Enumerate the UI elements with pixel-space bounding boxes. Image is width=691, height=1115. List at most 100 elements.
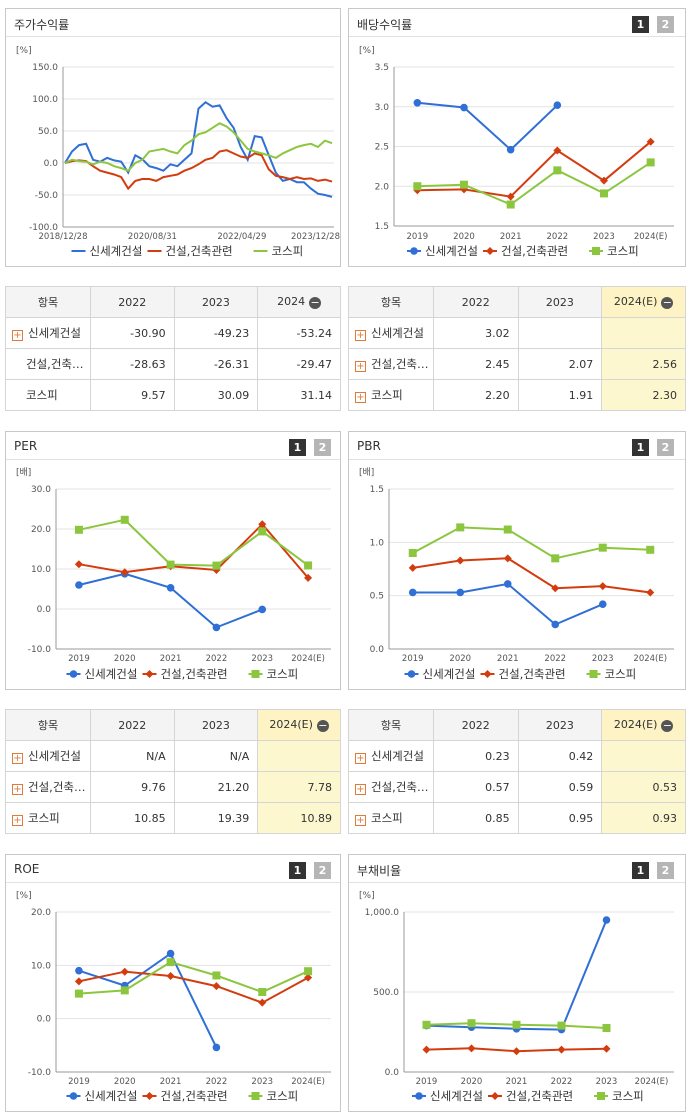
data-point	[212, 1043, 221, 1052]
x-tick-label: 2021	[497, 654, 519, 664]
data-point	[503, 525, 512, 534]
expand-icon[interactable]: +	[355, 361, 366, 372]
page-2-button[interactable]: 2	[657, 862, 674, 879]
table-cell: 0.93	[601, 802, 686, 834]
x-tick-label: 2019	[416, 1077, 438, 1087]
x-tick-label: 2018/12/28	[39, 232, 88, 242]
page-2-button[interactable]: 2	[314, 439, 331, 456]
per-chart: [배]30.0 20.0 10.0 0.0 -10.0 2019 2020 2021 2022 2…	[16, 467, 331, 681]
table-cell	[601, 317, 686, 349]
table-header-row: 항목 2022 2023 2024(E) −	[348, 709, 686, 741]
x-tick-label: 2022	[547, 232, 569, 242]
data-point	[166, 972, 175, 980]
legend-label: 코스피	[272, 244, 304, 258]
table-cell: 0.95	[517, 802, 603, 834]
page-1-button[interactable]: 1	[289, 439, 306, 456]
data-point	[408, 549, 417, 557]
expand-icon[interactable]: +	[12, 330, 23, 341]
x-tick-label: 2021	[160, 1077, 182, 1087]
page-1-button[interactable]: 1	[632, 16, 649, 33]
legend-label: 코스피	[607, 244, 639, 258]
stock-return-table: 항목 2022 2023 2024− + 신세계건설 -30.90 -49.23 …	[5, 286, 341, 411]
data-point	[258, 527, 267, 536]
table-header-row: 항목 2022 2023 2024(E) −	[5, 709, 341, 741]
row-name: 신세계건설	[371, 326, 424, 340]
panel-header: 주가수익률	[6, 9, 340, 37]
expand-icon[interactable]: +	[12, 815, 23, 826]
page-2-button[interactable]: 2	[657, 439, 674, 456]
unit-label: [%]	[359, 891, 375, 901]
series-line	[412, 582, 604, 626]
y-tick-label: 0.0	[385, 1068, 400, 1078]
data-point	[304, 967, 313, 976]
series-line	[78, 961, 309, 995]
data-point	[422, 1045, 431, 1054]
col-header: 항목	[5, 286, 91, 318]
data-point	[557, 1021, 566, 1030]
data-point	[553, 146, 562, 155]
collapse-icon[interactable]: −	[309, 296, 322, 309]
x-tick-label: 2020	[114, 654, 136, 664]
table-cell: 2.07	[517, 348, 603, 380]
table-row: + 신세계건설 -30.90 -49.23 -53.24	[5, 317, 341, 349]
col-header: 2022	[89, 286, 175, 318]
data-point	[483, 670, 492, 678]
table-cell: 10.89	[257, 802, 341, 834]
page-2-button[interactable]: 2	[657, 16, 674, 33]
y-tick-label: 0.0	[44, 159, 59, 169]
expand-icon[interactable]: +	[355, 753, 366, 764]
col-header: 항목	[5, 709, 91, 741]
data-point	[600, 189, 608, 198]
dividend-yield-chart: [%]3.5 3.0 2.5 2.0 1.5 2019 2020 2021 2022 2023 20…	[359, 46, 674, 258]
panel-title: 배당수익률	[357, 18, 413, 32]
data-point	[553, 101, 562, 109]
data-point	[456, 523, 465, 532]
expand-icon[interactable]: +	[12, 753, 23, 764]
collapse-icon[interactable]: −	[661, 296, 674, 309]
expand-icon[interactable]: +	[12, 784, 23, 795]
legend-label: 신세계건설	[430, 1089, 483, 1103]
data-point	[413, 98, 422, 107]
series-line	[417, 101, 558, 152]
expand-icon[interactable]: +	[355, 815, 366, 826]
legend-label: 건설,건축관련	[166, 244, 233, 258]
series-line	[64, 122, 333, 172]
y-tick-label: -10.0	[28, 1068, 52, 1078]
data-point	[408, 588, 417, 597]
data-point	[166, 584, 175, 592]
row-label: 코스피	[5, 379, 91, 411]
data-point	[212, 623, 221, 632]
data-point	[512, 1020, 521, 1029]
row-name: 신세계건설	[28, 749, 81, 763]
table-row: + 신세계건설 3.02	[348, 317, 686, 349]
series-line	[64, 149, 333, 191]
table-cell: 10.85	[89, 802, 175, 834]
row-name: 건설,건축…	[26, 357, 84, 371]
page-1-button[interactable]: 1	[632, 439, 649, 456]
col-header: 2022	[89, 709, 175, 741]
legend-label: 신세계건설	[85, 1089, 138, 1103]
table-cell: -53.24	[257, 317, 341, 349]
legend-label: 건설,건축관련	[506, 1089, 573, 1103]
row-name: 코스피	[28, 811, 60, 825]
data-point	[486, 247, 494, 255]
collapse-icon[interactable]: −	[316, 719, 329, 732]
page-2-button[interactable]: 2	[314, 862, 331, 879]
expand-icon[interactable]: +	[355, 392, 366, 403]
table-row: 코스피 9.57 30.09 31.14	[5, 379, 341, 411]
row-name: 코스피	[371, 388, 403, 402]
series-line	[78, 952, 218, 1048]
row-name: 건설,건축…	[28, 780, 86, 794]
data-point	[304, 561, 313, 570]
page-1-button[interactable]: 1	[632, 862, 649, 879]
data-point	[506, 192, 515, 201]
page-1-button[interactable]: 1	[289, 862, 306, 879]
expand-icon[interactable]: +	[355, 784, 366, 795]
row-label: + 건설,건축…	[5, 771, 91, 803]
expand-icon[interactable]: +	[355, 330, 366, 341]
col-header-2024e: 2024(E) −	[601, 709, 686, 741]
table-cell: -30.90	[89, 317, 175, 349]
col-header-label: 2024	[277, 295, 306, 308]
legend-label: 코스피	[612, 1089, 644, 1103]
collapse-icon[interactable]: −	[661, 719, 674, 732]
